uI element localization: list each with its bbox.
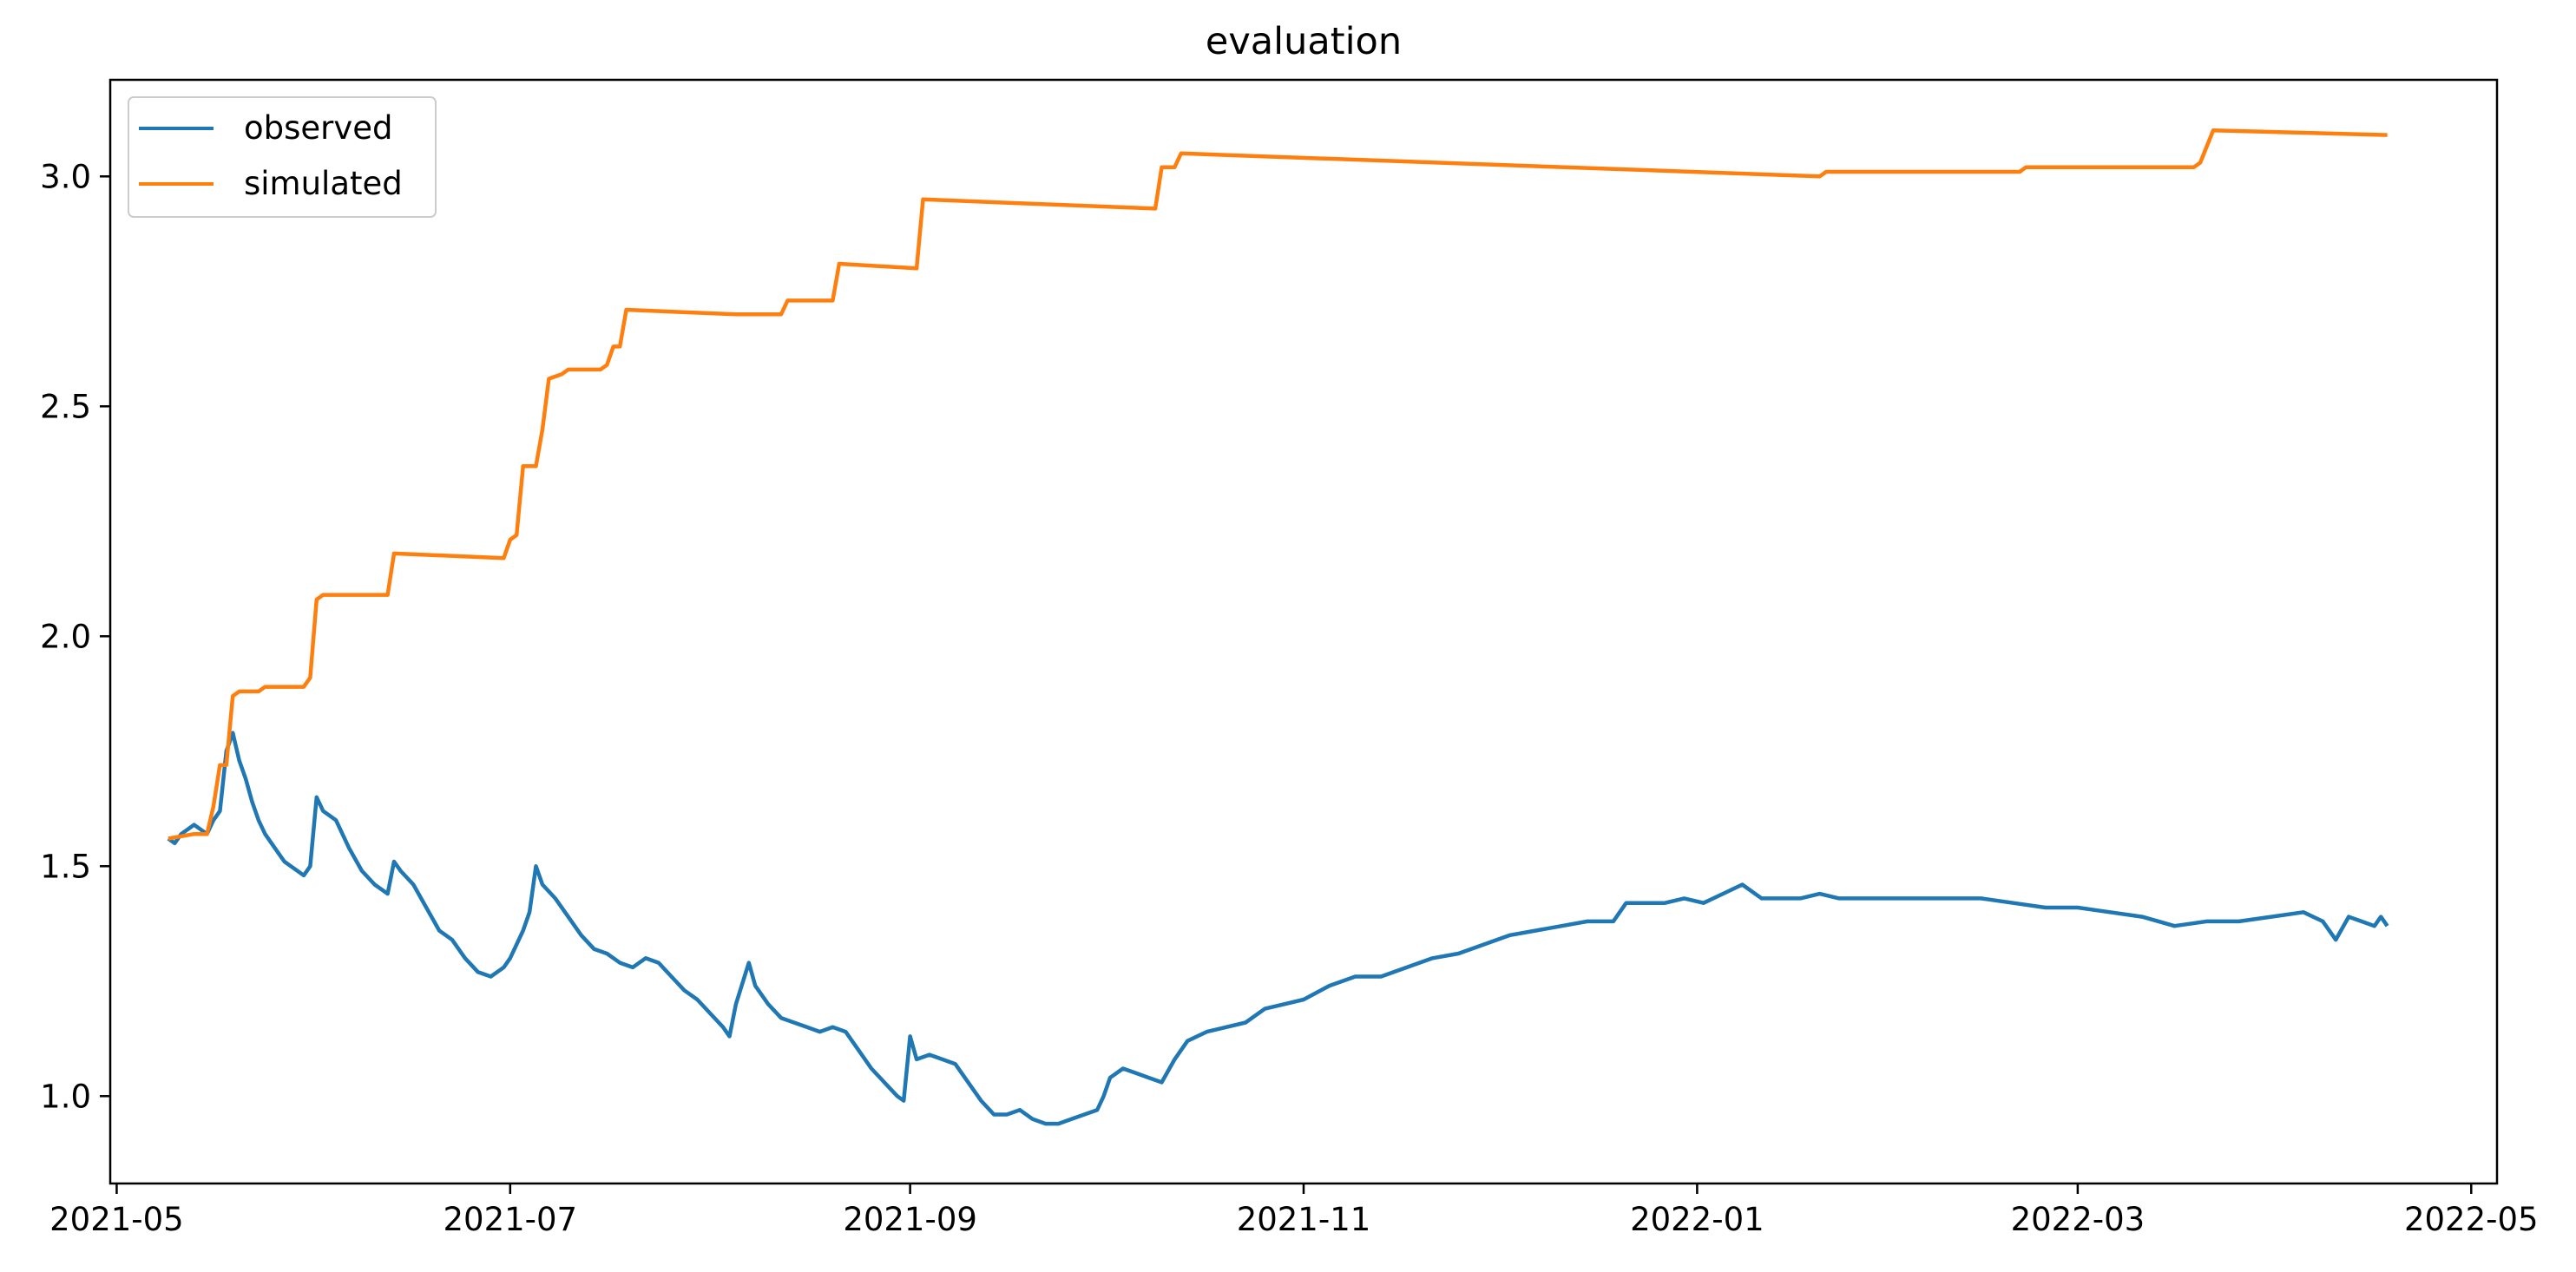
y-tick-label: 2.5	[40, 388, 91, 425]
y-tick-label: 3.0	[40, 158, 91, 195]
y-tick-label: 2.0	[40, 618, 91, 655]
x-tick-label: 2022-01	[1630, 1201, 1764, 1238]
legend: observed simulated	[128, 96, 437, 218]
x-axis: 2021-05 2021-07 2021-09 2021-11 2022-01 2022-…	[49, 1183, 2539, 1238]
series-line-observed	[167, 731, 2389, 1126]
y-tick-label: 1.0	[40, 1078, 91, 1115]
x-tick-label: 2021-05	[49, 1201, 184, 1238]
y-axis: 1.0 1.5 2.0 2.5 3.0	[40, 158, 110, 1115]
x-tick-label: 2021-09	[843, 1201, 977, 1238]
x-tick-label: 2021-11	[1237, 1201, 1371, 1238]
x-tick-label: 2021-07	[444, 1201, 578, 1238]
y-tick-label: 1.5	[40, 848, 91, 885]
legend-label-simulated: simulated	[244, 165, 403, 202]
legend-label-observed: observed	[244, 109, 393, 147]
series-line-simulated	[168, 128, 2388, 841]
series-layer	[167, 128, 2389, 1126]
chart-title: evaluation	[1206, 20, 1402, 63]
x-tick-label: 2022-05	[2404, 1201, 2539, 1238]
x-tick-label: 2022-03	[2011, 1201, 2146, 1238]
